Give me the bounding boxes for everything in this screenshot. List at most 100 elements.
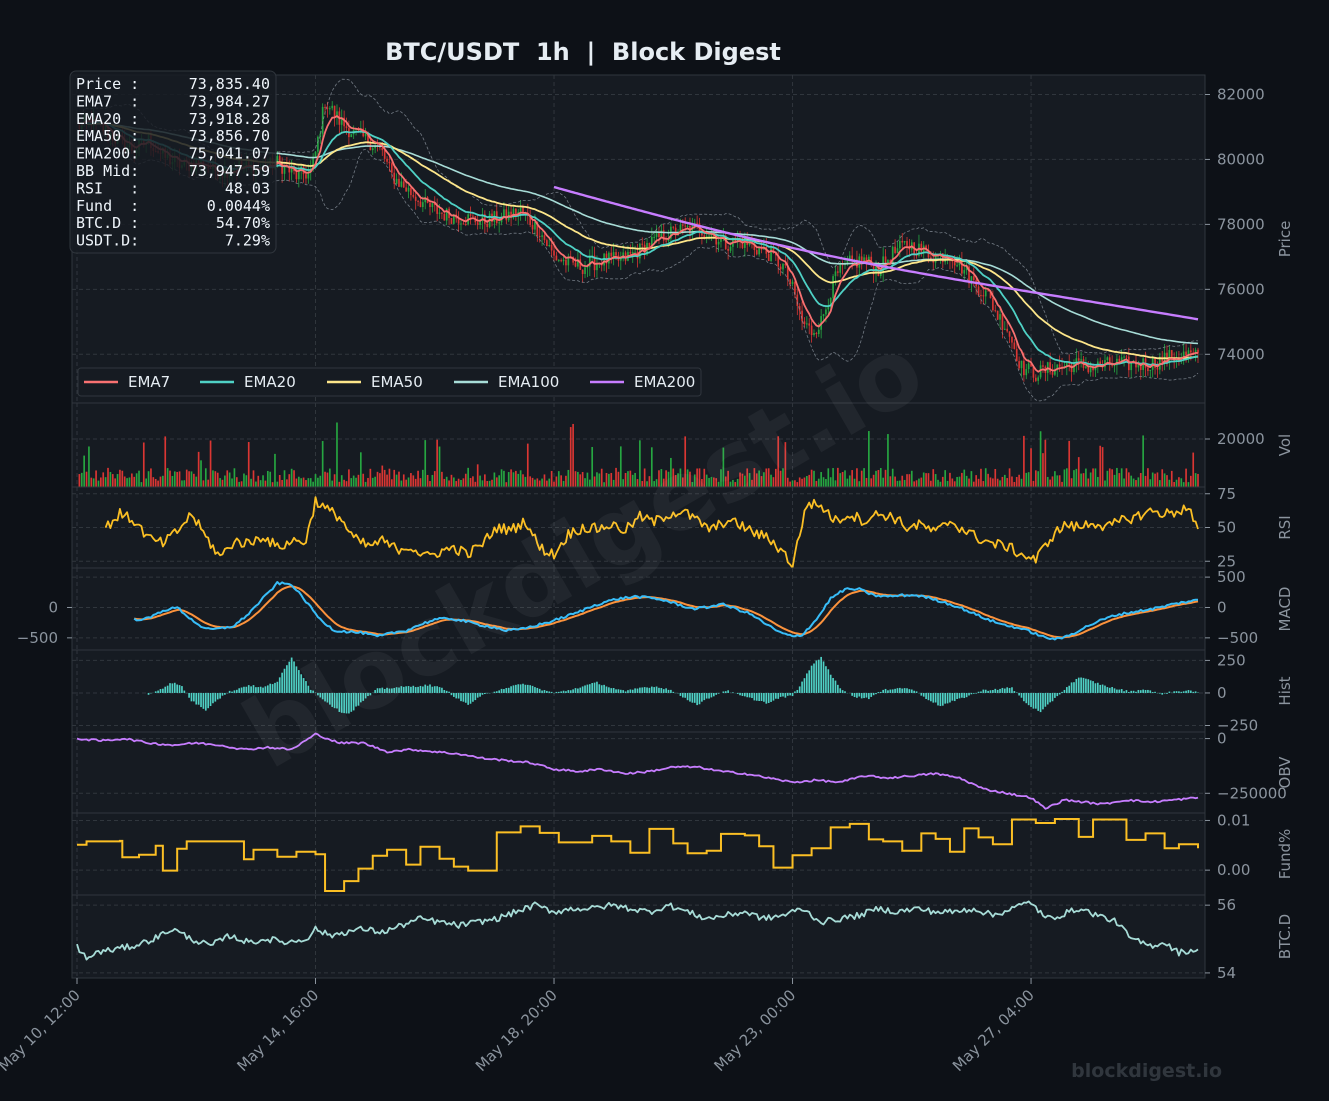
- volume-bar: [477, 464, 479, 487]
- candle-body: [1157, 368, 1159, 370]
- volume-bar: [417, 471, 419, 487]
- y-tick-label: 56: [1217, 896, 1236, 914]
- volume-bar: [396, 475, 398, 487]
- volume-bar: [973, 482, 975, 487]
- volume-bar: [1135, 480, 1137, 487]
- hist-bar: [670, 690, 672, 693]
- hist-bar: [794, 691, 796, 693]
- candle-body: [381, 148, 383, 150]
- hist-bar: [947, 693, 949, 703]
- candle-body: [563, 260, 565, 261]
- hist-bar: [825, 666, 827, 693]
- hist-bar: [1018, 693, 1020, 696]
- hist-bar: [999, 689, 1001, 693]
- candle-body: [835, 271, 837, 276]
- candle-body: [472, 216, 474, 217]
- hist-bar: [558, 692, 560, 693]
- volume-bar: [534, 480, 536, 487]
- volume-bar: [842, 472, 844, 487]
- candle-body: [1149, 370, 1151, 371]
- candle-body: [818, 330, 820, 334]
- candle-body: [410, 188, 412, 195]
- volume-bar: [1021, 479, 1023, 487]
- candle-body: [839, 264, 841, 273]
- candle-body: [389, 162, 391, 163]
- panel-frame: [72, 895, 1205, 978]
- candle-body: [1018, 361, 1020, 368]
- y-tick-label: 0: [1217, 684, 1227, 702]
- volume-bar: [319, 476, 321, 487]
- y-axis-label: BTC.D: [1276, 914, 1294, 959]
- candle-body: [417, 201, 419, 202]
- hist-bar: [1004, 689, 1006, 693]
- info-label: Price :: [76, 75, 139, 93]
- volume-bar: [551, 471, 553, 487]
- hist-bar: [513, 685, 515, 693]
- candle-body: [1138, 365, 1140, 368]
- volume-bar: [501, 469, 503, 487]
- hist-bar: [706, 693, 708, 699]
- volume-bar: [498, 475, 500, 487]
- volume-bar: [1054, 471, 1056, 487]
- candle-body: [973, 276, 975, 280]
- volume-bar: [548, 479, 550, 487]
- candle-body: [372, 148, 374, 150]
- hist-bar: [751, 693, 753, 698]
- volume-bar: [224, 475, 226, 487]
- candle-body: [610, 253, 612, 257]
- volume-bar: [145, 478, 147, 487]
- hist-bar: [1071, 682, 1073, 693]
- volume-bar: [429, 481, 431, 487]
- volume-bar: [329, 469, 331, 487]
- volume-bar: [479, 476, 481, 487]
- volume-bar: [348, 469, 350, 487]
- volume-bar: [117, 474, 119, 487]
- hist-bar: [856, 693, 858, 698]
- y-axis-label: OBV: [1276, 756, 1294, 789]
- candle-body: [813, 333, 815, 335]
- volume-bar: [1166, 475, 1168, 487]
- volume-bar: [186, 470, 188, 487]
- hist-bar: [925, 693, 927, 699]
- candle-body: [985, 290, 987, 296]
- volume-bar: [86, 472, 88, 487]
- candle-body: [1014, 343, 1016, 349]
- hist-bar: [1064, 690, 1066, 693]
- hist-bar: [1052, 693, 1054, 701]
- hist-bar: [901, 689, 903, 693]
- volume-bar: [346, 481, 348, 487]
- hist-bar: [911, 690, 913, 693]
- hist-bar: [1037, 693, 1039, 711]
- candle-body: [384, 150, 386, 159]
- candle-body: [486, 224, 488, 227]
- volume-bar: [546, 481, 548, 487]
- volume-bar: [339, 482, 341, 487]
- volume-bar: [980, 469, 982, 487]
- volume-bar: [422, 470, 424, 487]
- volume-bar: [1059, 475, 1061, 487]
- hist-bar: [858, 693, 860, 697]
- volume-bar: [527, 444, 529, 487]
- candle-body: [398, 179, 400, 187]
- candle-body: [954, 261, 956, 265]
- volume-bar: [1085, 469, 1087, 487]
- volume-bar: [286, 479, 288, 487]
- candle-body: [1004, 329, 1006, 330]
- candle-body: [1035, 378, 1037, 381]
- hist-bar: [813, 664, 815, 693]
- hist-bar: [983, 690, 985, 693]
- volume-bar: [265, 481, 267, 487]
- y-tick-label: 0: [1217, 730, 1227, 748]
- volume-bar: [133, 477, 135, 487]
- volume-bar: [436, 440, 438, 487]
- hist-bar: [183, 691, 185, 693]
- info-value: 54.70%: [216, 214, 270, 232]
- hist-bar: [966, 693, 968, 697]
- volume-bar: [889, 476, 891, 487]
- volume-bar: [959, 477, 961, 487]
- candle-body: [999, 314, 1001, 320]
- volume-bar: [1180, 478, 1182, 487]
- info-label: USDT.D:: [76, 232, 139, 250]
- hist-bar: [570, 690, 572, 693]
